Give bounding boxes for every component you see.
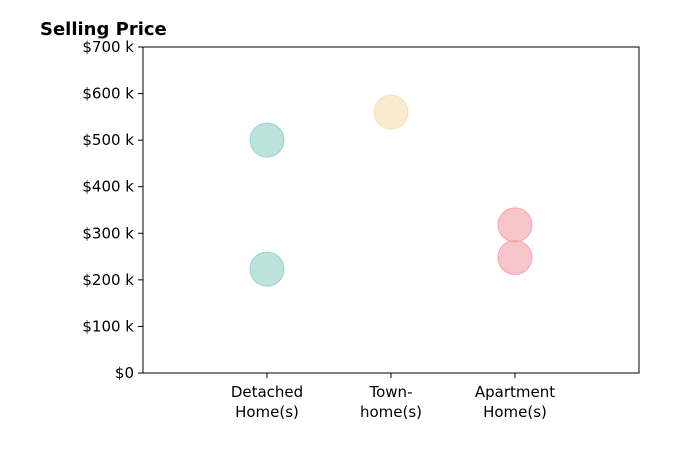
x-tick-label: Apartment: [475, 383, 555, 401]
scatter-point: [249, 251, 285, 287]
scatter-point: [373, 94, 409, 130]
scatter-marks: [249, 94, 533, 287]
x-tick-label: Home(s): [235, 403, 299, 421]
x-tick-label: home(s): [360, 403, 422, 421]
scatter-point: [497, 240, 533, 276]
y-tick-label: $700 k: [82, 38, 134, 56]
x-tick-label: Town-: [369, 383, 413, 401]
y-tick-label: $400 k: [82, 178, 134, 196]
x-axis: Detached Home(s) Town-home(s) Apartment Home…: [231, 373, 555, 421]
chart-title: Selling Price: [40, 19, 167, 40]
y-tick-label: $0: [115, 364, 134, 382]
y-tick-label: $300 k: [82, 224, 134, 242]
scatter-point: [249, 122, 285, 158]
y-tick-label: $500 k: [82, 131, 134, 149]
y-axis: $0 $100 k $200 k $300 k $400 k $500 k $600 k $7…: [82, 38, 143, 382]
y-tick-label: $600 k: [82, 85, 134, 103]
y-tick-label: $100 k: [82, 317, 134, 335]
scatter-point: [497, 207, 533, 243]
y-tick-label: $200 k: [82, 271, 134, 289]
x-tick-label: Detached: [231, 383, 303, 401]
x-tick-label: Home(s): [483, 403, 547, 421]
